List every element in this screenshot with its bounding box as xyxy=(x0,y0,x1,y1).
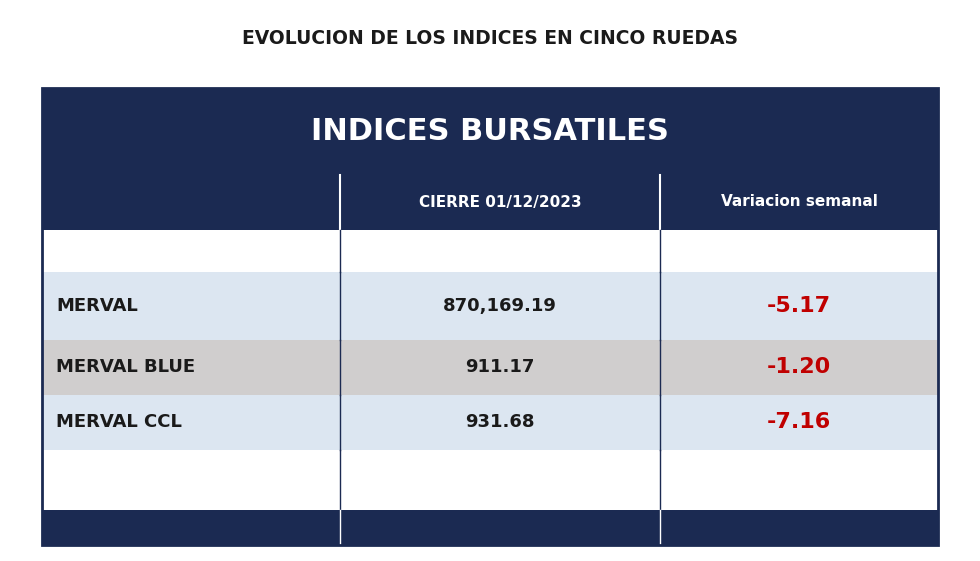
Text: 870,169.19: 870,169.19 xyxy=(443,297,557,315)
Bar xyxy=(42,88,938,545)
Text: MERVAL: MERVAL xyxy=(56,297,138,315)
Text: 911.17: 911.17 xyxy=(466,358,535,376)
Text: -1.20: -1.20 xyxy=(767,357,831,377)
Text: CIERRE 01/12/2023: CIERRE 01/12/2023 xyxy=(418,195,581,209)
Bar xyxy=(42,510,938,545)
Text: MERVAL BLUE: MERVAL BLUE xyxy=(56,358,195,376)
Bar xyxy=(42,340,938,395)
Text: -7.16: -7.16 xyxy=(767,412,831,432)
Bar xyxy=(42,88,938,175)
Bar xyxy=(42,450,938,510)
Bar xyxy=(42,272,938,340)
Text: 931.68: 931.68 xyxy=(466,413,535,431)
Text: EVOLUCION DE LOS INDICES EN CINCO RUEDAS: EVOLUCION DE LOS INDICES EN CINCO RUEDAS xyxy=(242,29,738,48)
Bar xyxy=(42,175,938,230)
Text: -5.17: -5.17 xyxy=(767,296,831,316)
Text: MERVAL CCL: MERVAL CCL xyxy=(56,413,182,431)
Bar xyxy=(42,230,938,272)
Text: Variacion semanal: Variacion semanal xyxy=(720,195,877,209)
Text: INDICES BURSATILES: INDICES BURSATILES xyxy=(311,117,669,145)
Bar xyxy=(42,395,938,450)
